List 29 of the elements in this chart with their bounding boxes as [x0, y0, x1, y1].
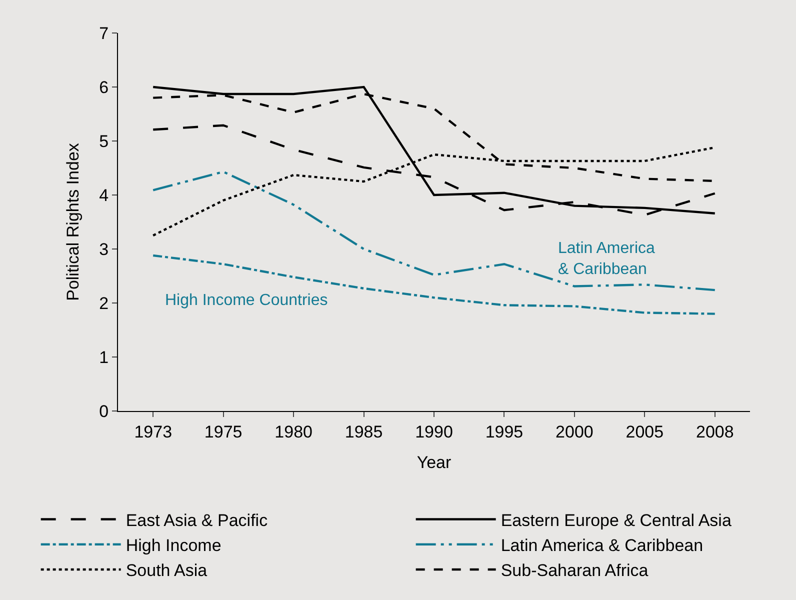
- y-tick-label: 1: [99, 348, 109, 367]
- legend-label: East Asia & Pacific: [126, 510, 268, 530]
- legend-label: South Asia: [126, 561, 208, 580]
- x-tick-label: 2008: [696, 422, 734, 442]
- y-tick-label: 5: [99, 132, 109, 151]
- legend-label: Latin America & Caribbean: [500, 536, 704, 555]
- x-tick-label: 2000: [556, 422, 594, 442]
- y-tick-label: 2: [99, 294, 109, 313]
- x-tick-label: 1995: [485, 422, 524, 442]
- line-series: [152, 170, 716, 292]
- x-tick-label: 2005: [626, 422, 664, 442]
- y-axis-title: Political Rights Index: [64, 142, 83, 301]
- x-tick-label: 1975: [204, 422, 242, 442]
- legend-label: High Income: [126, 536, 222, 555]
- x-tick-label: 1985: [344, 422, 383, 442]
- annotation: Latin America & Caribbean: [558, 240, 656, 278]
- y-tick-label: 3: [99, 240, 109, 259]
- y-tick-label: 7: [99, 24, 109, 43]
- legend-label: Eastern Europe & Central Asia: [500, 510, 732, 530]
- y-tick-label: 0: [99, 402, 109, 421]
- y-tick-label: 4: [99, 186, 109, 205]
- y-tick-label: 6: [99, 78, 109, 97]
- legend-label: Sub-Saharan Africa: [500, 561, 649, 580]
- x-tick-label: 1990: [415, 422, 453, 442]
- x-tick-label: 1980: [274, 422, 312, 442]
- x-axis-title: Year: [416, 452, 452, 472]
- annotation: High Income Countries: [165, 292, 328, 309]
- line-series: [152, 254, 716, 315]
- x-tick-label: 1973: [134, 422, 172, 442]
